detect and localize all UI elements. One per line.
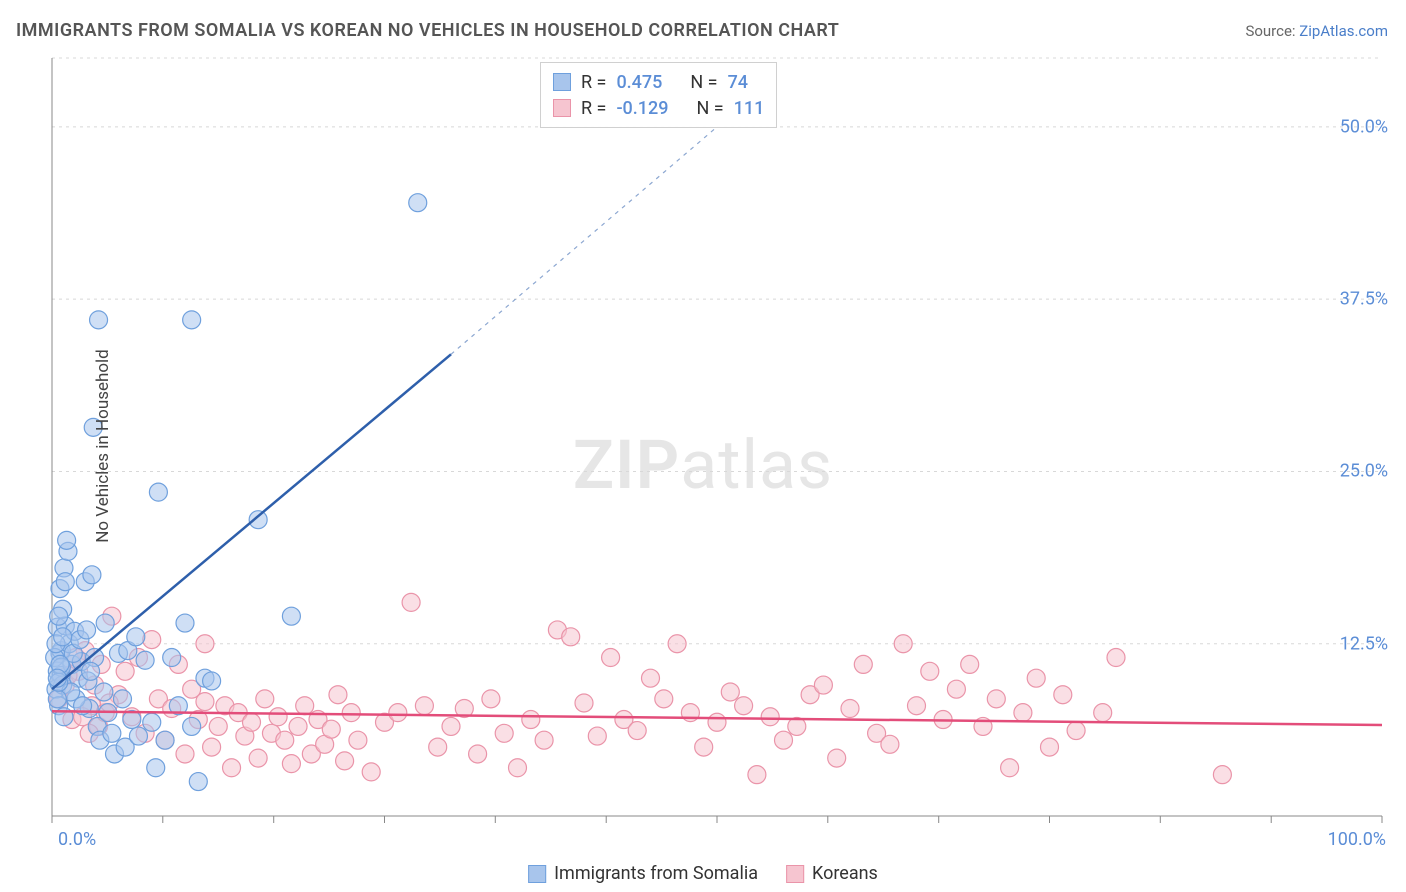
scatter-points-koreans — [50, 593, 1232, 783]
swatch-somalia-icon — [528, 865, 546, 883]
n-label-1: N = — [690, 72, 717, 93]
y-tick-label: 37.5% — [1340, 289, 1388, 310]
correlation-legend: R = 0.475 N = 74 R = -0.129 N = 111 — [540, 62, 777, 128]
y-tick-label: 50.0% — [1340, 116, 1388, 137]
r-value-2: -0.129 — [616, 98, 668, 119]
legend-row-somalia: R = 0.475 N = 74 — [553, 69, 764, 95]
n-value-2: 111 — [734, 98, 765, 119]
scatter-chart — [0, 0, 1406, 892]
legend-label-somalia: Immigrants from Somalia — [554, 863, 758, 884]
y-tick-label: 25.0% — [1340, 461, 1388, 482]
trend-lines — [52, 127, 1382, 725]
r-label-1: R = — [581, 72, 606, 93]
r-label-2: R = — [581, 98, 606, 119]
swatch-somalia — [553, 73, 571, 91]
x-axis-max-label: 100.0% — [1328, 829, 1386, 850]
legend-label-koreans: Koreans — [812, 863, 878, 884]
grid-layer — [52, 58, 1382, 644]
swatch-koreans-icon — [786, 865, 804, 883]
legend-row-koreans: R = -0.129 N = 111 — [553, 95, 764, 121]
legend-item-koreans: Koreans — [786, 863, 878, 884]
legend-item-somalia: Immigrants from Somalia — [528, 863, 758, 884]
r-value-1: 0.475 — [616, 72, 662, 93]
y-tick-label: 12.5% — [1340, 633, 1388, 654]
swatch-koreans — [553, 99, 571, 117]
y-axis-label: No Vehicles in Household — [93, 349, 113, 543]
chart-root: IMMIGRANTS FROM SOMALIA VS KOREAN NO VEH… — [0, 0, 1406, 892]
axis-layer — [52, 58, 1382, 823]
n-label-2: N = — [696, 98, 723, 119]
x-axis-min-label: 0.0% — [58, 829, 96, 850]
n-value-1: 74 — [728, 72, 748, 93]
series-legend: Immigrants from Somalia Koreans — [528, 863, 878, 884]
